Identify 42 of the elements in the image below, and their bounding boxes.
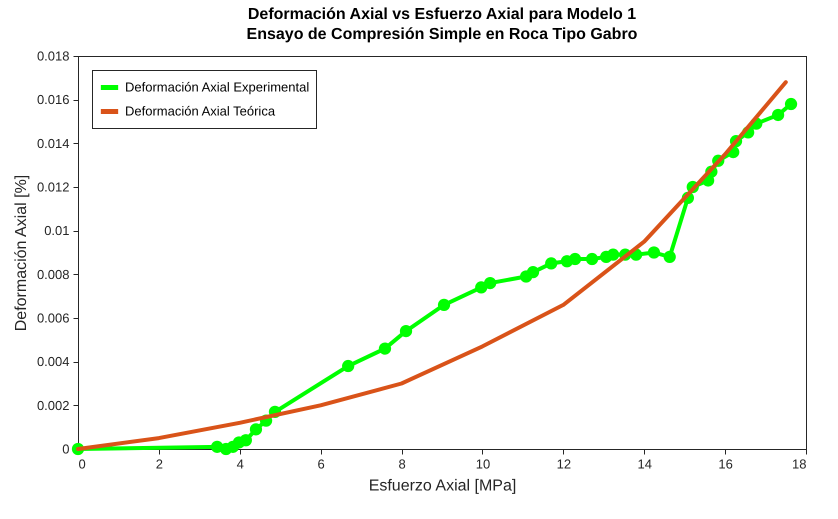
point — [545, 257, 558, 270]
y-tick-label: 0.008 — [36, 266, 70, 282]
y-tick-label: 0.016 — [36, 92, 70, 108]
x-tick-label: 6 — [318, 456, 325, 472]
y-tick-label: 0.014 — [36, 136, 70, 151]
x-tick-label: 16 — [718, 456, 733, 472]
x-tick-label: 2 — [156, 456, 164, 472]
point — [606, 248, 620, 261]
point — [586, 252, 598, 266]
point — [664, 250, 676, 263]
x-tick-label: 10 — [476, 456, 490, 472]
x-tick-label: 18 — [792, 456, 806, 472]
y-tick-label: 0.002 — [36, 398, 70, 413]
point — [784, 98, 798, 110]
x-tick-label: 0 — [78, 456, 86, 472]
x-axis-title: Esfuerzo Axial [MPa] — [368, 478, 516, 494]
y-tick-label: 0.012 — [36, 180, 70, 194]
point — [342, 360, 354, 372]
x-tick-label: 4 — [236, 456, 244, 472]
point — [438, 298, 450, 312]
point — [526, 266, 540, 278]
point — [400, 324, 412, 338]
legend-label: Deformación Axial Experimental — [125, 80, 310, 94]
point — [250, 423, 262, 436]
legend-label: Deformación Axial Teórica — [125, 104, 276, 118]
point — [378, 342, 392, 355]
x-tick-label: 14 — [637, 456, 652, 472]
chart-subtitle: Ensayo de Compresión Simple en Roca Tipo Gabro — [246, 26, 638, 43]
point — [240, 434, 252, 446]
point — [568, 252, 582, 266]
y-axis-title: Deformación Axial [%] — [12, 174, 30, 332]
point — [648, 246, 660, 259]
y-tick-label: 0.006 — [36, 310, 70, 326]
point — [772, 108, 784, 122]
y-tick-label: 0.004 — [36, 354, 70, 370]
y-tick-label: 0.01 — [44, 223, 70, 238]
point — [484, 276, 496, 290]
y-tick-label: 0 — [62, 442, 70, 456]
x-tick-label: 12 — [556, 456, 572, 472]
y-tick-label: 0.018 — [36, 48, 70, 64]
chart-title: Deformación Axial vs Esfuerzo Axial para Modelo 1 — [248, 6, 636, 23]
x-tick-label: 8 — [398, 456, 406, 472]
